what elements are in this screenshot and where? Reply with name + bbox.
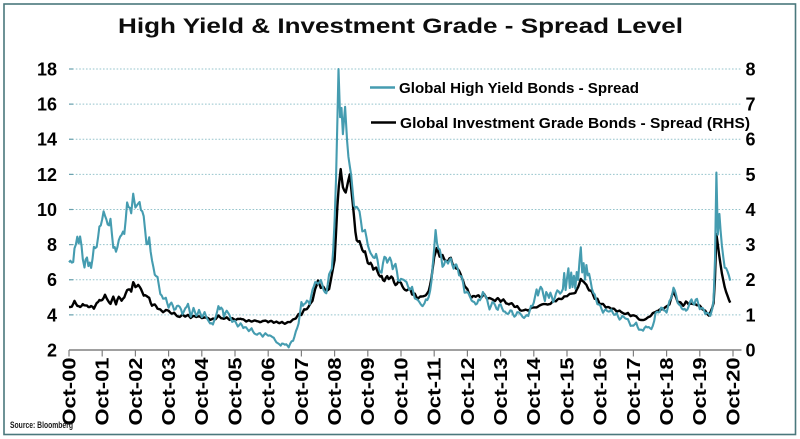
svg-text:6: 6: [47, 270, 57, 290]
svg-text:Oct-09: Oct-09: [358, 358, 378, 426]
svg-text:Global Investment Grade Bonds: Global Investment Grade Bonds - Spread (…: [400, 115, 750, 132]
svg-text:8: 8: [746, 59, 756, 79]
svg-text:Source: Bloomberg: Source: Bloomberg: [10, 420, 73, 430]
svg-text:Oct-11: Oct-11: [425, 358, 445, 426]
svg-text:Oct-17: Oct-17: [624, 358, 644, 426]
svg-text:Oct-02: Oct-02: [126, 358, 146, 426]
svg-text:7: 7: [746, 95, 756, 115]
svg-text:Oct-20: Oct-20: [723, 358, 743, 426]
svg-text:1: 1: [746, 305, 756, 325]
svg-text:Oct-01: Oct-01: [93, 358, 113, 426]
svg-text:2: 2: [746, 270, 756, 290]
svg-text:Oct-10: Oct-10: [391, 358, 411, 426]
svg-text:Oct-07: Oct-07: [292, 358, 312, 426]
svg-text:Oct-16: Oct-16: [591, 358, 611, 426]
svg-text:12: 12: [37, 165, 57, 185]
svg-text:4: 4: [47, 305, 57, 325]
svg-text:Oct-04: Oct-04: [192, 358, 212, 426]
svg-text:Global High Yield Bonds - Spre: Global High Yield Bonds - Spread: [399, 80, 639, 97]
svg-text:Oct-03: Oct-03: [159, 358, 179, 426]
svg-text:Oct-14: Oct-14: [524, 358, 544, 426]
svg-text:Oct-19: Oct-19: [690, 358, 710, 426]
svg-text:14: 14: [37, 130, 57, 150]
svg-text:Oct-18: Oct-18: [657, 358, 677, 426]
svg-text:18: 18: [37, 59, 57, 79]
svg-text:Oct-00: Oct-00: [59, 358, 79, 426]
svg-text:2: 2: [47, 340, 57, 360]
svg-text:4: 4: [746, 200, 756, 220]
svg-text:Oct-13: Oct-13: [491, 358, 511, 426]
svg-text:8: 8: [47, 235, 57, 255]
svg-text:16: 16: [37, 95, 57, 115]
svg-text:3: 3: [746, 235, 756, 255]
svg-text:0: 0: [746, 340, 756, 360]
svg-text:5: 5: [746, 165, 756, 185]
svg-text:Oct-12: Oct-12: [458, 358, 478, 426]
svg-text:High Yield & Investment Grade: High Yield & Investment Grade - Spread L…: [118, 15, 683, 38]
svg-text:Oct-05: Oct-05: [225, 358, 245, 426]
svg-text:Oct-06: Oct-06: [259, 358, 279, 426]
svg-text:Oct-15: Oct-15: [557, 358, 577, 426]
svg-text:Oct-08: Oct-08: [325, 358, 345, 426]
svg-text:6: 6: [746, 130, 756, 150]
svg-text:10: 10: [37, 200, 57, 220]
